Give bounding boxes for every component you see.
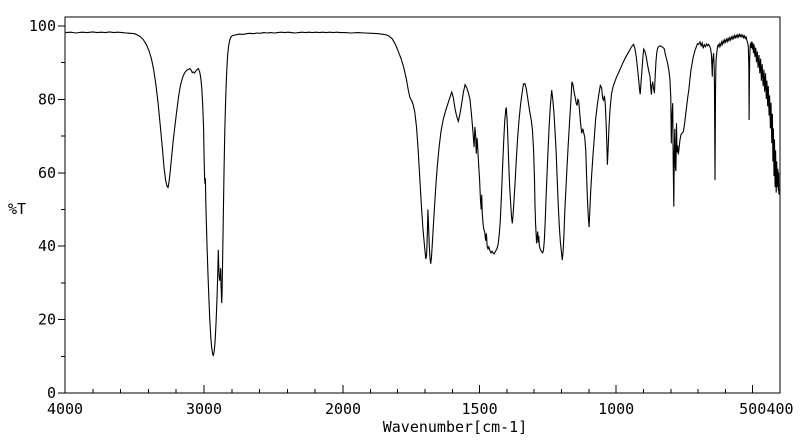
- y-tick-label: 60: [38, 164, 56, 182]
- y-axis-label: %T: [8, 200, 26, 218]
- x-tick-label: 3000: [186, 400, 222, 418]
- x-axis-label: Wavenumber[cm-1]: [383, 418, 528, 436]
- trace-group: [65, 31, 780, 357]
- plot-frame: [64, 16, 781, 394]
- x-tick-label: 4000: [47, 400, 83, 418]
- y-tick-label: 100: [29, 17, 56, 35]
- spectrum-trace: [65, 31, 780, 357]
- y-tick-label: 80: [38, 90, 56, 108]
- y-tick-label: 20: [38, 311, 56, 329]
- y-tick-label: 0: [47, 384, 56, 402]
- x-tick-label: 500: [739, 400, 766, 418]
- x-tick-label: 400: [766, 400, 793, 418]
- x-tick-label: 2000: [325, 400, 361, 418]
- x-tick-label: 1500: [462, 400, 498, 418]
- y-tick-label: 40: [38, 237, 56, 255]
- x-tick-label: 1000: [598, 400, 634, 418]
